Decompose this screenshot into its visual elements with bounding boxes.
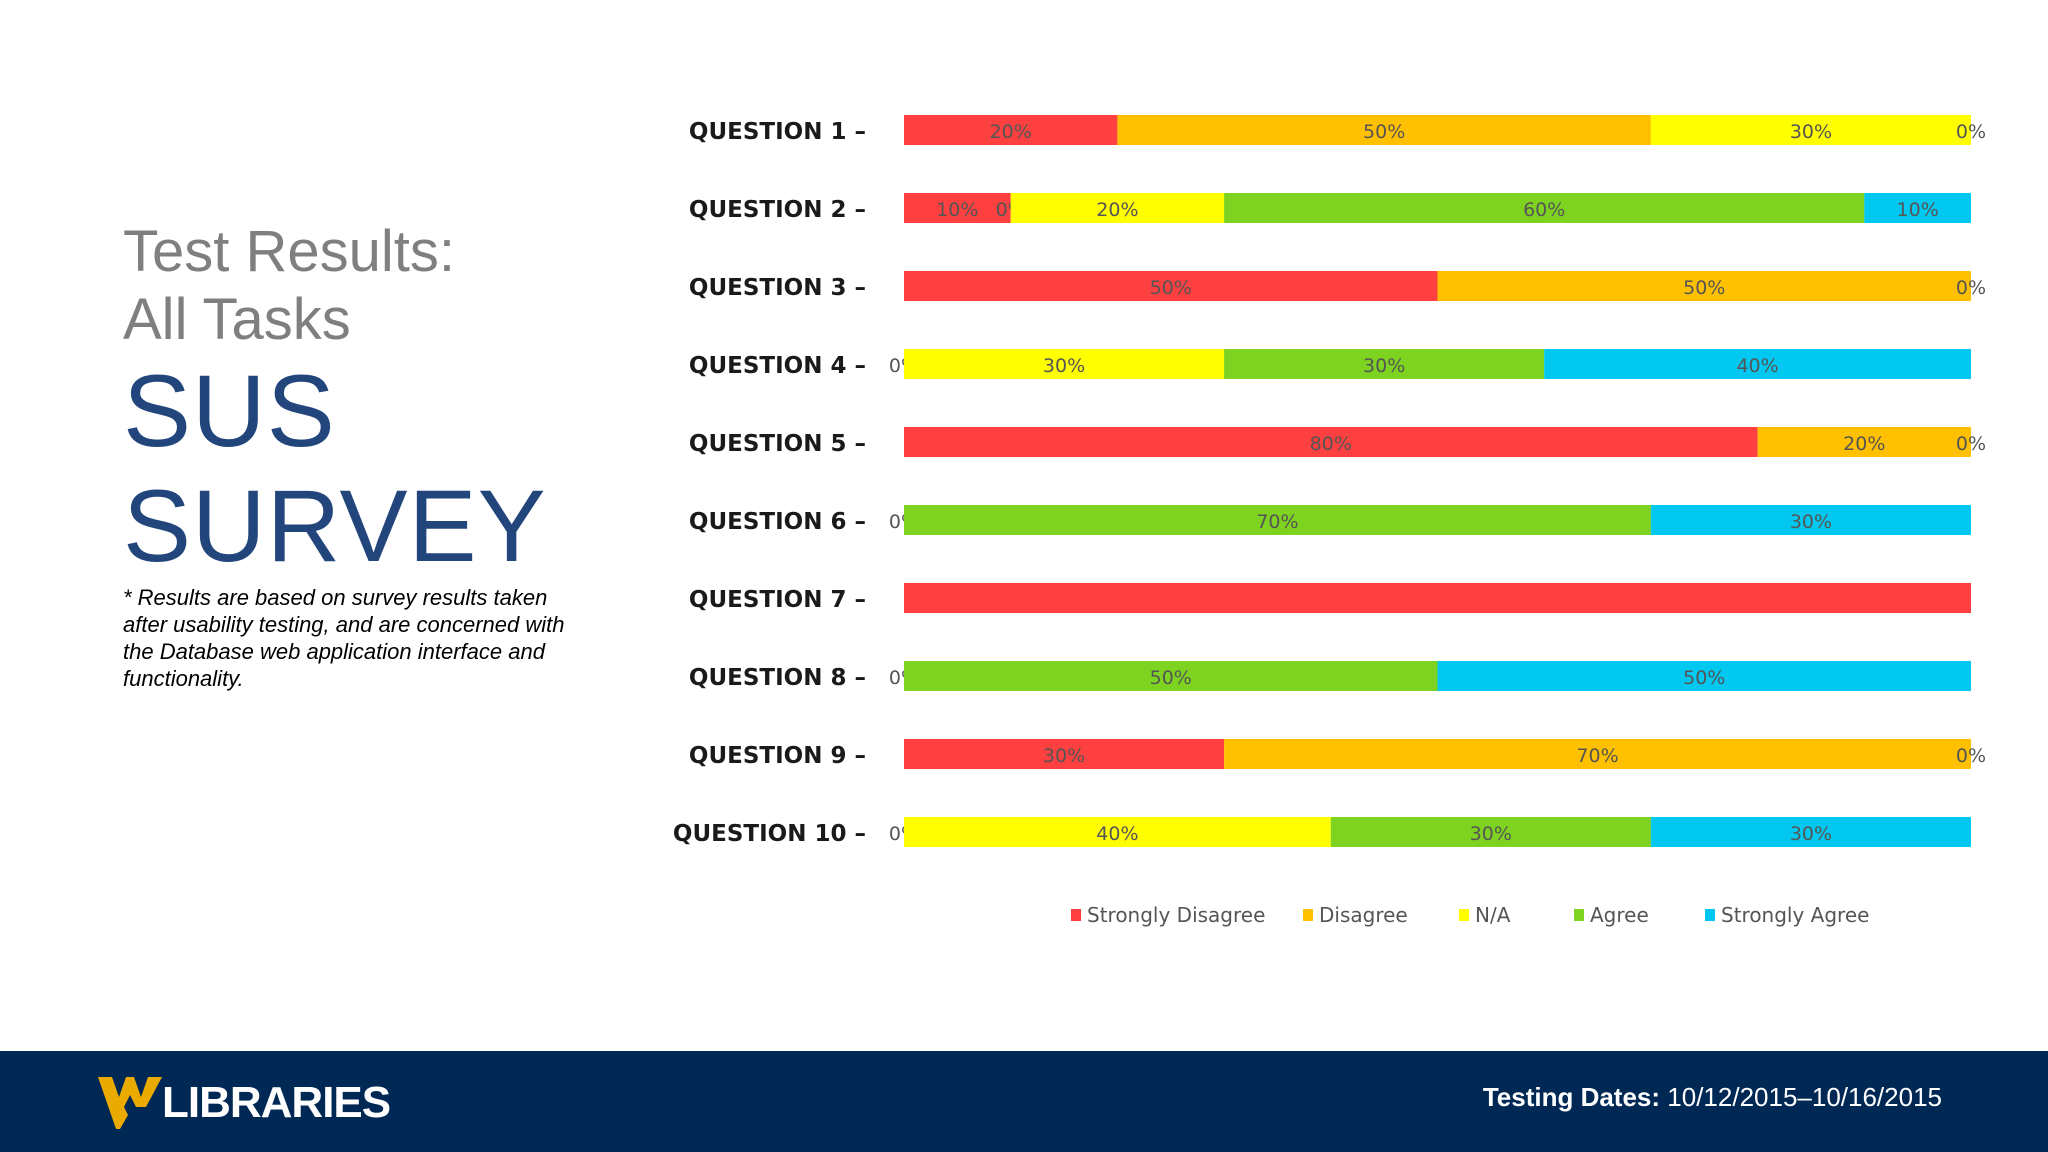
data-label: 70% <box>1576 745 1618 767</box>
data-label: 10% <box>1897 199 1939 221</box>
question-label: QUESTION 1 – <box>689 119 866 145</box>
data-label: 0% <box>1956 433 1986 455</box>
legend-swatch-n-a <box>1459 909 1469 921</box>
title-line-1: SUS <box>123 354 336 468</box>
subtitle-line-1: Test Results: <box>123 219 455 284</box>
question-label: QUESTION 6 – <box>689 509 866 535</box>
bar-segment-disagree <box>1437 271 1971 301</box>
legend-swatch-strongly-agree <box>1705 909 1715 921</box>
bar-segment-strongly-agree <box>1650 505 1971 535</box>
data-label: 0% <box>1956 121 1986 143</box>
data-label: 10% <box>936 199 978 221</box>
question-label: QUESTION 2 – <box>689 197 866 223</box>
legend-label-disagree: Disagree <box>1319 903 1408 927</box>
bar-segment-strongly-disagree <box>904 739 1225 769</box>
libraries-logo-text: LIBRARIES <box>162 1078 391 1127</box>
data-label: 50% <box>1150 667 1192 689</box>
bar-segment-strongly-agree <box>1650 817 1971 847</box>
data-label: 50% <box>1150 277 1192 299</box>
data-label: 50% <box>1363 121 1405 143</box>
bar-segment-strongly-agree <box>1437 661 1971 691</box>
legend-label-n-a: N/A <box>1475 903 1511 927</box>
data-label: 50% <box>1683 277 1725 299</box>
bar-segment-agree <box>904 661 1438 691</box>
data-label: 40% <box>1736 355 1778 377</box>
bar-segment-disagree <box>1757 427 1971 457</box>
data-label: 40% <box>1096 823 1138 845</box>
question-label: QUESTION 3 – <box>689 275 866 301</box>
data-label: 30% <box>1470 823 1512 845</box>
title-block: Test Results: All Tasks SUS SURVEY * Res… <box>123 218 593 692</box>
testing-dates-value: 10/12/2015–10/16/2015 <box>1667 1082 1942 1112</box>
bar-segment-n-a <box>904 817 1331 847</box>
data-label: 30% <box>1790 823 1832 845</box>
data-label: 30% <box>1790 121 1832 143</box>
legend-label-strongly-disagree: Strongly Disagree <box>1087 903 1265 927</box>
legend-swatch-disagree <box>1303 909 1313 921</box>
survey-note: * Results are based on survey results ta… <box>123 585 565 691</box>
question-label: QUESTION 8 – <box>689 665 866 691</box>
data-label: 30% <box>1043 745 1085 767</box>
bar-segment-strongly-agree <box>1544 349 1971 379</box>
legend-label-agree: Agree <box>1590 903 1649 927</box>
bar-segment-agree <box>1224 193 1865 223</box>
question-label: QUESTION 9 – <box>689 743 866 769</box>
bar-segment-n-a <box>1010 193 1225 223</box>
title-line-2: SURVEY <box>123 469 547 583</box>
data-label: 0% <box>1956 277 1986 299</box>
data-label: 70% <box>1256 511 1298 533</box>
bar-segment-strongly-agree <box>1864 193 1971 223</box>
bar-segment-strongly-disagree <box>904 427 1758 457</box>
data-label: 50% <box>1683 667 1725 689</box>
testing-dates: Testing Dates: 10/12/2015–10/16/2015 <box>1483 1080 1942 1114</box>
data-label: 30% <box>1363 355 1405 377</box>
bar-segment-agree <box>904 505 1651 535</box>
data-label: 30% <box>1790 511 1832 533</box>
bar-segment-strongly-disagree <box>904 193 1011 223</box>
question-label: QUESTION 10 – <box>673 821 866 847</box>
bar-segment-strongly-disagree <box>904 583 1971 613</box>
bar-segment-disagree <box>1224 739 1971 769</box>
wv-logo-icon <box>98 1077 162 1129</box>
question-label: QUESTION 5 – <box>689 431 866 457</box>
footer-bar <box>0 1051 2048 1152</box>
bar-segment-n-a <box>1650 115 1971 145</box>
legend-swatch-strongly-disagree <box>1071 909 1081 921</box>
bar-segment-n-a <box>904 349 1225 379</box>
data-label: 0% <box>1956 745 1986 767</box>
bar-segment-strongly-disagree <box>904 115 1118 145</box>
legend-swatch-agree <box>1574 909 1584 921</box>
bar-segment-agree <box>1224 349 1545 379</box>
data-label: 60% <box>1523 199 1565 221</box>
legend-label-strongly-agree: Strongly Agree <box>1721 903 1869 927</box>
sus-survey-chart: QUESTION 1 – 20% 50% 30% 0% QUESTION 2 – 10% 0%… <box>673 115 1986 927</box>
bar-segment-strongly-disagree <box>904 271 1438 301</box>
data-label: 20% <box>1843 433 1885 455</box>
subtitle-line-2: All Tasks <box>123 287 351 352</box>
data-label: 30% <box>1043 355 1085 377</box>
data-label: 20% <box>1096 199 1138 221</box>
question-label: QUESTION 4 – <box>689 353 866 379</box>
question-label: QUESTION 7 – <box>689 587 866 613</box>
testing-dates-label: Testing Dates: <box>1482 1082 1661 1112</box>
data-label: 80% <box>1310 433 1352 455</box>
bar-segment-disagree <box>1117 115 1651 145</box>
data-label: 20% <box>990 121 1032 143</box>
bar-segment-agree <box>1330 817 1651 847</box>
